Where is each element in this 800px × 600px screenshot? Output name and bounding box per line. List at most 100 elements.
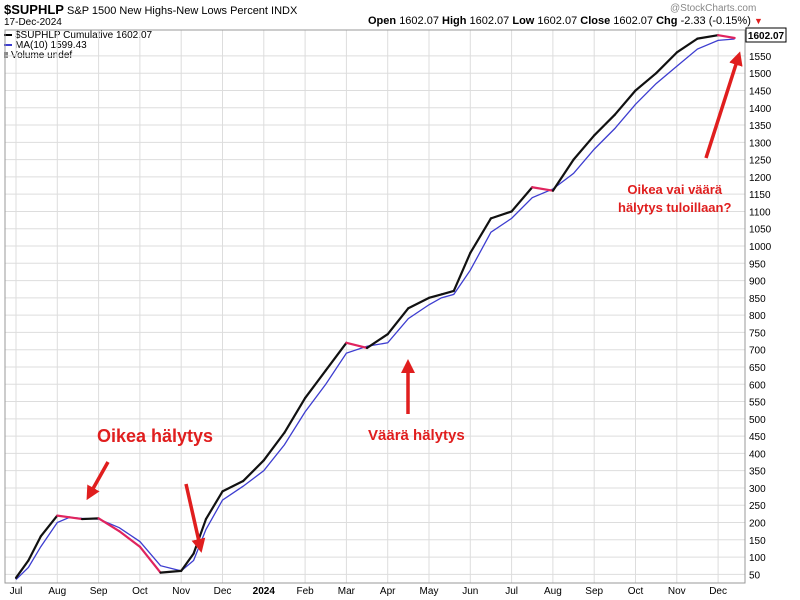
x-tick-label: Nov: [172, 586, 190, 597]
y-tick-label: 1300: [749, 138, 772, 149]
symbol: $SUPHLP: [4, 2, 64, 17]
price-line-segment: [262, 431, 286, 462]
x-tick-label: 2024: [253, 586, 276, 597]
price-line-segment: [696, 34, 720, 40]
exchange: INDX: [271, 5, 298, 17]
y-tick-label: 1400: [749, 104, 772, 115]
chg-value: -2.33 (-0.15%): [680, 15, 751, 27]
x-tick-label: Feb: [296, 586, 314, 597]
annotation-question-alert: Oikea vai väärä hälytys tuloillaan?: [618, 182, 732, 215]
annotation-false-alert: Väärä hälytys: [368, 427, 465, 444]
legend-price: $SUPHLP Cumulative 1602.07: [4, 30, 152, 41]
annotation-arrows: [86, 51, 743, 553]
y-tick-label: 300: [749, 484, 766, 495]
y-tick-label: 1550: [749, 52, 772, 63]
y-tick-label: 350: [749, 467, 766, 478]
price-line-segment: [407, 296, 431, 310]
y-tick-label: 750: [749, 328, 766, 339]
y-tick-label: 50: [749, 570, 761, 581]
price-line-segment: [716, 34, 736, 40]
price-line-segment: [345, 341, 369, 350]
watermark: @StockCharts.com: [670, 3, 757, 14]
price-line-segment: [56, 514, 71, 519]
price-line-segment: [427, 293, 443, 299]
y-tick-label: 1150: [749, 190, 771, 201]
legend-ma-text: MA(10) 1599.43: [15, 40, 87, 51]
y-tick-label: 1450: [749, 86, 772, 97]
y-tick-label: 450: [749, 432, 766, 443]
price-tag: 1602.07: [745, 27, 787, 43]
annotation-correct-alert: Oikea hälytys: [97, 426, 214, 446]
price-line-segment: [159, 569, 183, 574]
x-tick-label: Jun: [462, 586, 478, 597]
high-value: 1602.07: [469, 15, 510, 27]
y-tick-label: 550: [749, 398, 766, 409]
high-label: High: [442, 15, 467, 27]
date-label: 17-Dec-2024: [4, 17, 62, 28]
y-tick-label: 250: [749, 501, 766, 512]
price-tag-text: 1602.07: [748, 31, 785, 42]
price-line-segment: [593, 113, 616, 137]
price-swatch-icon: [4, 34, 12, 37]
y-tick-label: 600: [749, 380, 766, 391]
x-tick-label: Sep: [90, 586, 108, 597]
price-line-segment: [613, 89, 637, 116]
price-line-segment: [283, 396, 307, 434]
y-tick-label: 1100: [749, 207, 771, 218]
price-line-segment: [118, 530, 141, 548]
annotation-arrow: [184, 483, 206, 553]
y-tick-label: 200: [749, 519, 766, 530]
open-label: Open: [368, 15, 397, 27]
price-line-segment: [27, 535, 42, 562]
price-line-segment: [655, 51, 678, 75]
price-line-segment: [180, 552, 195, 573]
y-tick-label: 400: [749, 449, 766, 460]
volume-swatch-icon: [4, 52, 8, 59]
ma-line: [15, 38, 735, 581]
x-tick-label: Jul: [10, 586, 23, 597]
y-tick-label: 500: [749, 415, 766, 426]
y-tick-label: 1250: [749, 156, 772, 167]
y-axis: 50 100 150 200 250 300 350 400 450 500 550 600 650 70…: [749, 52, 772, 581]
x-tick-label: Mar: [338, 586, 356, 597]
price-line-segment: [572, 134, 596, 161]
description: S&P 1500 New Highs-New Lows Percent: [67, 5, 268, 17]
price-line-segment: [531, 186, 555, 192]
price-line-segment: [221, 479, 245, 493]
price-line-segment: [324, 341, 348, 372]
price-line-segment: [242, 459, 265, 483]
x-tick-label: Aug: [48, 586, 66, 597]
y-tick-label: 650: [749, 363, 766, 374]
price-line-segment: [304, 369, 327, 400]
x-tick-label: Oct: [628, 586, 644, 597]
ma-swatch-icon: [4, 44, 12, 47]
price-line-segment: [551, 158, 575, 192]
x-tick-label: Sep: [585, 586, 603, 597]
price-line-segment: [365, 333, 389, 350]
legend-price-text: $SUPHLP Cumulative 1602.07: [15, 30, 153, 41]
legend-ma: MA(10) 1599.43: [4, 40, 87, 51]
price-line-segment: [452, 251, 472, 293]
y-tick-label: 1350: [749, 121, 772, 132]
price-line-segment: [510, 186, 534, 213]
open-value: 1602.07: [399, 15, 439, 27]
price-line-segment: [39, 514, 59, 538]
y-tick-label: 950: [749, 259, 766, 270]
low-label: Low: [512, 15, 535, 27]
ohlc-bar: Open 1602.07 High 1602.07 Low 1602.07 Cl…: [368, 15, 763, 27]
price-line-segment: [634, 72, 658, 92]
price-line-segment: [97, 517, 121, 533]
x-tick-label: Oct: [132, 586, 148, 597]
x-tick-label: May: [420, 586, 439, 597]
y-tick-label: 700: [749, 346, 766, 357]
series-group: [14, 34, 736, 581]
annotation-arrow: [86, 461, 110, 501]
chg-label: Chg: [656, 15, 678, 27]
y-tick-label: 850: [749, 294, 766, 305]
chart-header: $SUPHLP S&P 1500 New Highs-New Lows Perc…: [4, 2, 297, 17]
x-tick-label: Dec: [214, 586, 232, 597]
price-line-segment: [68, 516, 84, 521]
x-tick-label: Dec: [709, 586, 727, 597]
x-tick-label: Jul: [505, 586, 518, 597]
price-line-segment: [489, 210, 513, 220]
